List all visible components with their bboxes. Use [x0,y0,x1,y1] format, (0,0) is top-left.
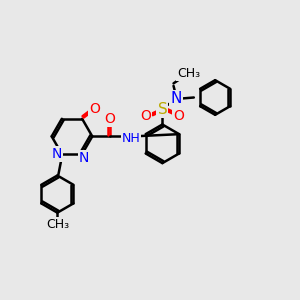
Text: CH₃: CH₃ [177,68,200,80]
Text: S: S [158,102,167,117]
Text: NH: NH [122,132,140,145]
Text: O: O [89,102,100,116]
Text: N: N [170,91,182,106]
Text: N: N [52,147,62,161]
Text: O: O [173,109,184,123]
Text: O: O [105,112,116,126]
Text: O: O [140,109,151,123]
Text: N: N [79,151,89,165]
Text: CH₃: CH₃ [46,218,69,231]
